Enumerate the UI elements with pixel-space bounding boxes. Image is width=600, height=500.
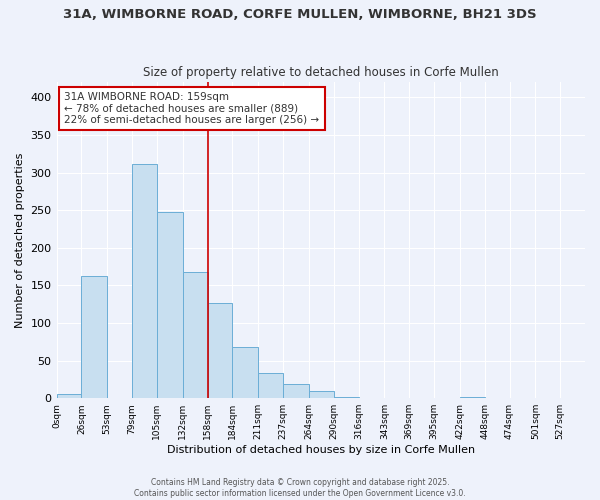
Bar <box>182 272 208 398</box>
Bar <box>309 390 334 398</box>
Bar <box>232 347 258 398</box>
Title: Size of property relative to detached houses in Corfe Mullen: Size of property relative to detached ho… <box>143 66 499 78</box>
Bar <box>208 304 232 398</box>
Bar <box>157 212 182 398</box>
Bar <box>82 276 107 398</box>
Bar <box>258 372 283 398</box>
Bar <box>334 396 359 398</box>
Bar <box>132 164 157 398</box>
Text: Contains HM Land Registry data © Crown copyright and database right 2025.
Contai: Contains HM Land Registry data © Crown c… <box>134 478 466 498</box>
X-axis label: Distribution of detached houses by size in Corfe Mullen: Distribution of detached houses by size … <box>167 445 475 455</box>
Text: 31A, WIMBORNE ROAD, CORFE MULLEN, WIMBORNE, BH21 3DS: 31A, WIMBORNE ROAD, CORFE MULLEN, WIMBOR… <box>63 8 537 20</box>
Bar <box>283 384 309 398</box>
Bar <box>56 394 82 398</box>
Text: 31A WIMBORNE ROAD: 159sqm
← 78% of detached houses are smaller (889)
22% of semi: 31A WIMBORNE ROAD: 159sqm ← 78% of detac… <box>64 92 320 125</box>
Y-axis label: Number of detached properties: Number of detached properties <box>15 152 25 328</box>
